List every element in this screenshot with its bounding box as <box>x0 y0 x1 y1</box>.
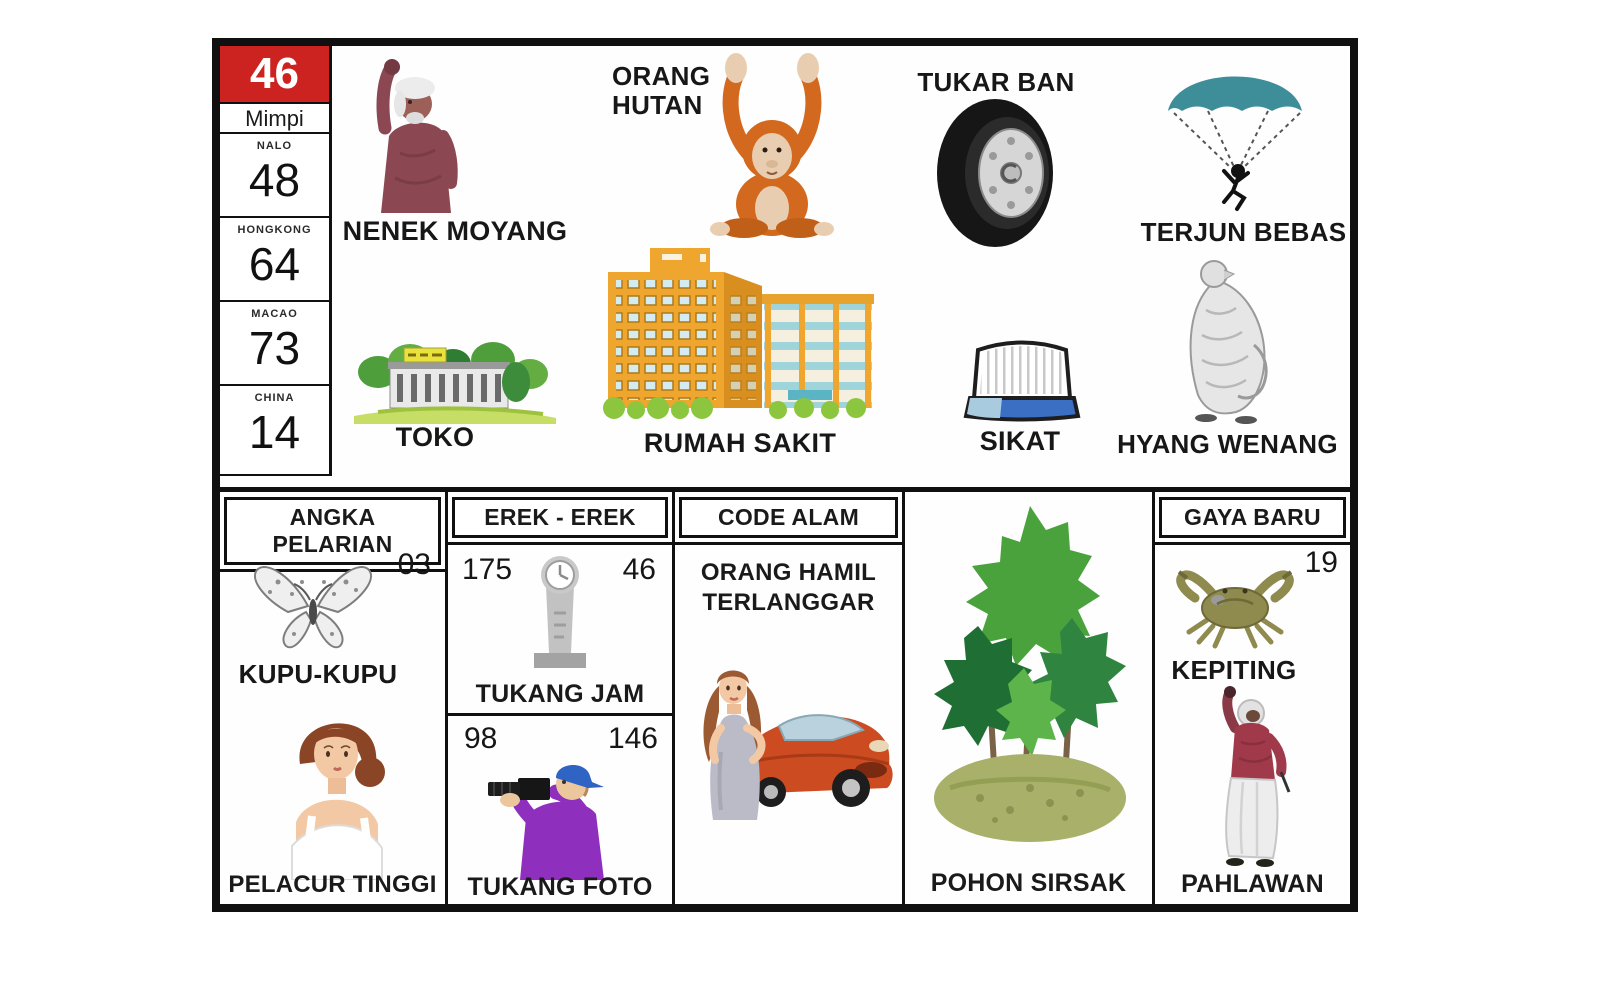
butterfly-icon <box>248 554 378 654</box>
column-gaya-baru: GAYA BARU 19 KEPITING <box>1155 492 1350 904</box>
dream-book-page: 46 Mimpi NALO 48 HONGKONG 64 MACAO 73 CH… <box>212 38 1358 912</box>
orangutan-icon <box>692 52 852 238</box>
market-row-hongkong: HONGKONG 64 <box>220 218 329 302</box>
label-terjun-bebas: TERJUN BEBAS <box>1140 217 1347 247</box>
wayang-figure-icon <box>1158 250 1293 425</box>
brush-icon <box>960 330 1085 424</box>
label-tukang-foto: TUKANG FOTO <box>467 873 653 901</box>
caption-line: TERLANGGAR <box>702 589 875 616</box>
market-row-macao: MACAO 73 <box>220 302 329 386</box>
tire-icon <box>935 96 1068 250</box>
market-value: 73 <box>248 322 301 374</box>
dream-number-badge: 46 <box>220 46 329 104</box>
label-sikat: SIKAT <box>979 426 1061 456</box>
market-row-china: CHINA 14 <box>220 386 329 470</box>
column-header-wrap: EREK - EREK <box>448 492 672 545</box>
hospital-icon <box>592 242 878 428</box>
label-pohon-sirsak: POHON SIRSAK <box>930 869 1127 897</box>
column-header-wrap: ANGKA PELARIAN <box>220 492 445 572</box>
pregnant-woman-car-icon <box>683 642 897 852</box>
market-value: 64 <box>248 238 301 290</box>
gaya-baru-number: 19 <box>1304 546 1338 579</box>
erek-number-right: 146 <box>607 722 658 755</box>
column-angka-pelarian: ANGKA PELARIAN 03 KUPU <box>220 492 448 904</box>
column-header: GAYA BARU <box>1159 497 1346 538</box>
photographer-icon <box>484 752 634 880</box>
column-header-wrap: GAYA BARU <box>1155 492 1350 545</box>
market-value: 48 <box>248 154 301 206</box>
erek-number-left: 98 <box>464 722 498 755</box>
label-toko: TOKO <box>395 422 475 452</box>
erek-number-left: 175 <box>462 553 513 586</box>
label-pelacur-tinggi: PELACUR TINGGI <box>228 871 437 898</box>
market-value: 14 <box>248 406 301 458</box>
angka-pelarian-number: 03 <box>397 548 431 581</box>
label-orang-hutan: ORANG HUTAN <box>612 61 742 121</box>
market-row-nalo: NALO 48 <box>220 134 329 218</box>
bottom-section: ANGKA PELARIAN 03 KUPU <box>220 492 1350 904</box>
column-header-wrap: CODE ALAM <box>675 492 902 545</box>
parachutist-icon <box>1160 55 1310 215</box>
woman-portrait-icon <box>272 690 402 881</box>
column-header: CODE ALAM <box>679 497 898 538</box>
erek-cell-tukang-jam: 175 46 TUKANG JAM <box>448 545 672 716</box>
market-name: CHINA <box>254 392 295 404</box>
shop-icon <box>348 322 562 428</box>
label-nenek-moyang: NENEK MOYANG <box>342 216 568 246</box>
label-tukang-jam: TUKANG JAM <box>475 680 645 708</box>
hero-figure-icon <box>1199 686 1304 868</box>
erek-number-right: 46 <box>622 553 656 586</box>
market-name: HONGKONG <box>237 224 312 236</box>
result-sidebar: 46 Mimpi NALO 48 HONGKONG 64 MACAO 73 CH… <box>220 46 332 476</box>
label-kepiting: KEPITING <box>1171 655 1297 685</box>
label-kupu-kupu: KUPU-KUPU <box>238 659 398 689</box>
code-alam-caption: ORANG HAMIL TERLANGGAR <box>675 558 902 618</box>
soursop-tree-icon <box>920 498 1140 848</box>
label-pahlawan: PAHLAWAN <box>1181 870 1324 898</box>
ancestor-figure-icon <box>355 58 485 213</box>
erek-cell-tukang-foto: 98 146 <box>448 716 672 906</box>
label-line: HUTAN <box>612 90 703 121</box>
label-line: ORANG <box>612 61 711 91</box>
section-divider <box>220 487 1350 492</box>
label-tukar-ban: TUKAR BAN <box>917 67 1075 97</box>
crab-icon <box>1173 558 1298 653</box>
clock-icon <box>524 553 596 671</box>
caption-line: ORANG HAMIL <box>700 559 877 586</box>
label-hyang-wenang: HYANG WENANG <box>1117 429 1338 459</box>
label-rumah-sakit: RUMAH SAKIT <box>643 428 837 458</box>
column-code-alam: CODE ALAM ORANG HAMIL TERLANGGAR <box>675 492 905 904</box>
market-name: MACAO <box>251 308 298 320</box>
top-section: 46 Mimpi NALO 48 HONGKONG 64 MACAO 73 CH… <box>220 46 1350 487</box>
column-pohon-sirsak: POHON SIRSAK <box>905 492 1155 904</box>
column-erek-erek: EREK - EREK 175 46 TUKANG JAM <box>448 492 675 904</box>
market-name: NALO <box>256 140 293 152</box>
dream-label: Mimpi <box>220 104 329 134</box>
column-header: EREK - EREK <box>452 497 668 538</box>
column-header: ANGKA PELARIAN <box>224 497 441 565</box>
